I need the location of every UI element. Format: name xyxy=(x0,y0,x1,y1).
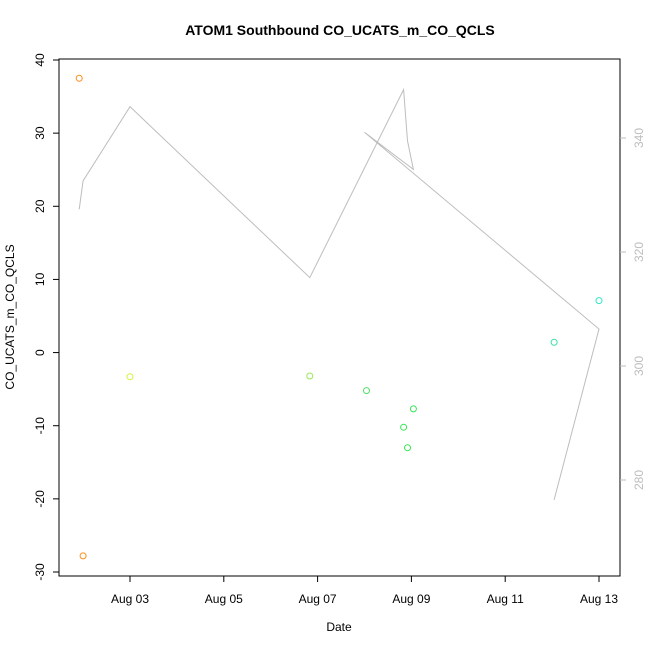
data-points-layer xyxy=(75,74,603,560)
data-point-8 xyxy=(409,405,417,413)
chart-title: ATOM1 Southbound CO_UCATS_m_CO_QCLS xyxy=(185,22,495,38)
x-tick-label: Aug 05 xyxy=(205,592,243,606)
x-tick-label: Aug 13 xyxy=(580,592,618,606)
x-tick-label: Aug 11 xyxy=(487,592,524,606)
data-point-2 xyxy=(79,552,87,560)
y-tick-label: 0 xyxy=(33,349,47,356)
y2-tick-label: 280 xyxy=(632,470,646,490)
data-point-6 xyxy=(400,423,408,431)
y-axis-label: CO_UCATS_m_CO_QCLS xyxy=(3,244,17,389)
data-point-5 xyxy=(363,387,370,395)
y2-tick-label: 340 xyxy=(632,128,646,148)
data-point-9 xyxy=(550,338,558,346)
y-axis: -30 -20 -10 0 10 20 30 40 xyxy=(33,53,59,581)
x-tick-label: Aug 07 xyxy=(299,592,337,606)
y2-axis: 280 300 320 340 xyxy=(620,128,646,490)
data-point-10 xyxy=(595,297,603,305)
data-point-3 xyxy=(126,373,134,381)
data-point-1 xyxy=(75,74,83,82)
data-point-4 xyxy=(306,372,314,380)
y-tick-label: 40 xyxy=(33,53,47,67)
y-tick-label: -10 xyxy=(33,417,47,435)
y-tick-label: -20 xyxy=(33,490,47,508)
x-axis: Aug 03 Aug 05 Aug 07 Aug 09 Aug 11 Aug 13 xyxy=(111,576,618,606)
y-tick-label: 30 xyxy=(33,126,47,140)
secondary-series-line xyxy=(78,87,600,501)
x-tick-label: Aug 09 xyxy=(392,592,430,606)
x-axis-label: Date xyxy=(326,620,352,634)
data-point-7 xyxy=(404,444,411,452)
y-tick-label: 20 xyxy=(33,199,47,213)
x-tick-label: Aug 03 xyxy=(111,592,149,606)
y-tick-label: -30 xyxy=(33,563,47,581)
y2-tick-label: 320 xyxy=(632,242,646,262)
plot-frame xyxy=(58,58,621,577)
secondary-series-line-layer xyxy=(78,87,600,501)
y2-tick-label: 300 xyxy=(632,356,646,376)
y-tick-label: 10 xyxy=(33,272,47,286)
